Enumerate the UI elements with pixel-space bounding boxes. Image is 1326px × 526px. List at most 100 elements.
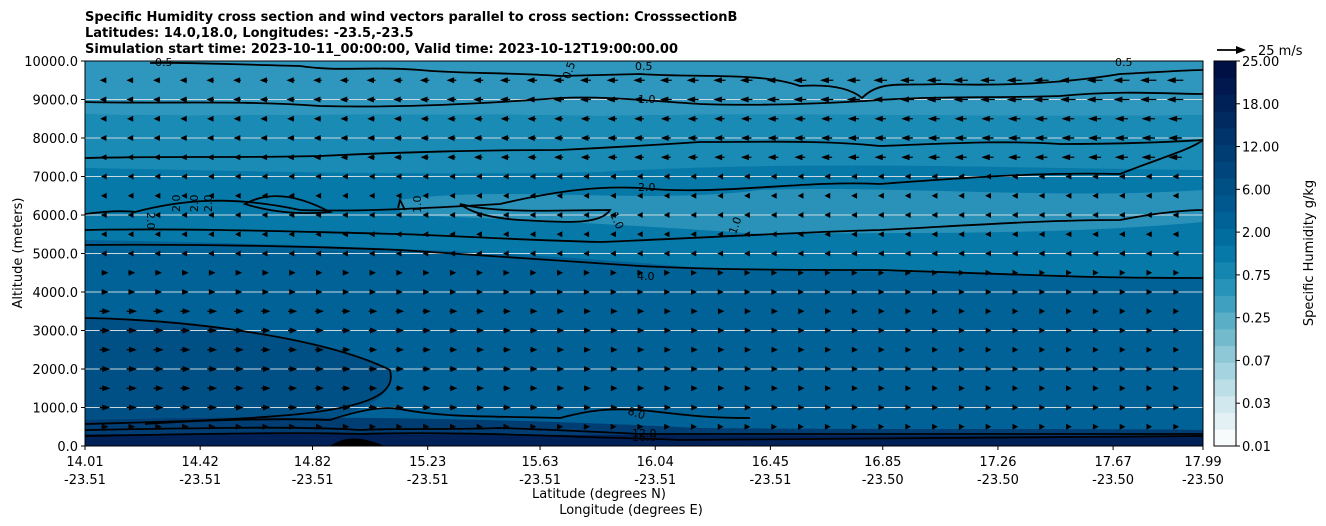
- wind-arrow-head: [771, 327, 778, 334]
- wind-arrow-head: [584, 308, 591, 315]
- wind-arrow-head: [343, 366, 351, 372]
- x-axis-label-latitude: Latitude (degrees N): [532, 487, 666, 502]
- wind-arrow-head: [422, 212, 429, 218]
- wind-arrow-head: [985, 385, 992, 392]
- wind-arrow-head: [686, 96, 696, 103]
- wind-arrow-head: [958, 308, 965, 315]
- colorbar-swatch: [1214, 178, 1236, 196]
- wind-arrow-head: [633, 96, 642, 103]
- wind-arrow-head: [155, 327, 164, 334]
- contour-label-16p0: 16.0: [632, 431, 657, 444]
- wind-arrow-head: [1006, 77, 1016, 84]
- wind-arrow-head: [182, 308, 191, 315]
- wind-arrow-head: [610, 173, 616, 180]
- wind-arrow-head: [206, 96, 214, 103]
- contour-label-0p5-d: 0.5: [1115, 56, 1133, 69]
- wind-arrow-head: [717, 269, 724, 276]
- wind-arrow-head: [958, 212, 965, 218]
- wind-arrow-head: [449, 173, 456, 180]
- wind-arrow-head: [958, 423, 965, 430]
- wind-arrow-head: [101, 212, 107, 218]
- wind-arrow-head: [985, 192, 992, 199]
- wind-arrow-head: [206, 154, 214, 161]
- wind-arrow-head: [1012, 289, 1019, 295]
- wind-arrow-head: [1146, 346, 1153, 353]
- wind-arrow-head: [851, 366, 858, 372]
- wind-arrow-head: [208, 289, 216, 295]
- wind-arrow-head: [717, 327, 725, 334]
- wind-arrow-head: [1168, 135, 1178, 141]
- colorbar-swatch: [1214, 94, 1236, 112]
- wind-arrow-head: [554, 135, 562, 141]
- wind-arrow-head: [637, 366, 645, 372]
- wind-arrow-head: [1065, 212, 1072, 218]
- wind-arrow-head: [634, 115, 642, 122]
- wind-arrow-head: [691, 385, 698, 392]
- wind-arrow-head: [342, 192, 348, 199]
- wind-arrow-head: [340, 135, 348, 141]
- wind-arrow-head: [905, 404, 912, 411]
- wind-arrow-head: [798, 269, 804, 276]
- y-tick-label: 2000.0: [33, 363, 79, 378]
- wind-arrow-head: [1172, 250, 1179, 257]
- wind-arrow-head: [610, 423, 617, 430]
- wind-arrow-head: [664, 385, 671, 392]
- wind-arrow-head: [1141, 115, 1151, 122]
- wind-arrow-head: [288, 192, 295, 199]
- wind-arrow-head: [931, 250, 938, 257]
- wind-arrow-head: [473, 135, 482, 141]
- wind-arrow-head: [500, 154, 509, 161]
- wind-arrow-head: [503, 269, 510, 276]
- wind-arrow-head: [637, 173, 643, 180]
- wind-arrow-head: [208, 269, 216, 276]
- wind-arrow-head: [233, 115, 241, 122]
- wind-arrow-head: [289, 404, 298, 411]
- wind-arrow-head: [262, 346, 271, 353]
- wind-arrow-head: [579, 96, 589, 103]
- wind-arrow-head: [396, 423, 403, 430]
- wind-arrow-head: [422, 231, 429, 238]
- wind-arrow-head: [396, 366, 404, 372]
- wind-arrow-head: [476, 173, 482, 180]
- wind-arrow-head: [767, 115, 776, 122]
- wind-arrow-head: [1114, 154, 1124, 161]
- wind-arrow-head: [126, 115, 134, 122]
- wind-arrow-head: [819, 77, 829, 84]
- wind-arrow-head: [1086, 96, 1096, 103]
- colorbar-swatch: [1214, 111, 1236, 129]
- x-tick-label-lon: -23.51: [179, 473, 221, 488]
- wind-arrow-head: [1172, 231, 1179, 238]
- wind-arrow-head: [1146, 289, 1153, 295]
- colorbar-swatch: [1214, 127, 1236, 146]
- wind-arrow-head: [182, 269, 189, 276]
- wind-arrow-head: [932, 385, 938, 392]
- wind-arrow-head: [154, 250, 161, 257]
- wind-arrow-head: [503, 212, 509, 218]
- wind-arrow-head: [316, 269, 323, 276]
- wind-arrow-head: [953, 77, 963, 84]
- wind-arrow-head: [634, 135, 642, 141]
- wind-arrow-head: [503, 250, 509, 257]
- wind-arrow-head: [878, 404, 885, 411]
- wind-arrow-head: [1039, 423, 1045, 430]
- wind-arrow-head: [128, 269, 136, 276]
- wind-arrow-head: [744, 346, 752, 353]
- wind-arrow-head: [1173, 346, 1179, 353]
- wind-arrow-head: [690, 289, 697, 295]
- wind-arrow-head: [905, 385, 912, 392]
- wind-arrow-head: [1038, 192, 1045, 199]
- wind-arrow-head: [794, 154, 803, 161]
- wind-arrow-head: [958, 173, 965, 180]
- wind-arrow-head: [1172, 212, 1179, 218]
- wind-arrow-head: [395, 231, 402, 238]
- colorbar-swatch: [1214, 261, 1236, 280]
- wind-arrow-head: [529, 192, 536, 199]
- wind-arrow-head: [904, 173, 911, 180]
- wind-arrow-head: [744, 212, 750, 218]
- wind-arrow-head: [797, 212, 804, 218]
- wind-arrow-head: [129, 404, 137, 411]
- wind-arrow-head: [580, 154, 589, 161]
- wind-arrow-head: [557, 346, 565, 353]
- wind-arrow-head: [369, 192, 375, 199]
- wind-arrow-head: [369, 346, 378, 353]
